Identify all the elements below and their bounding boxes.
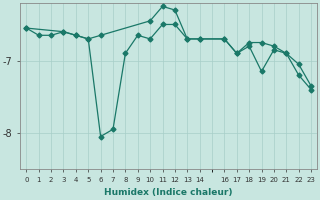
X-axis label: Humidex (Indice chaleur): Humidex (Indice chaleur) (104, 188, 233, 197)
